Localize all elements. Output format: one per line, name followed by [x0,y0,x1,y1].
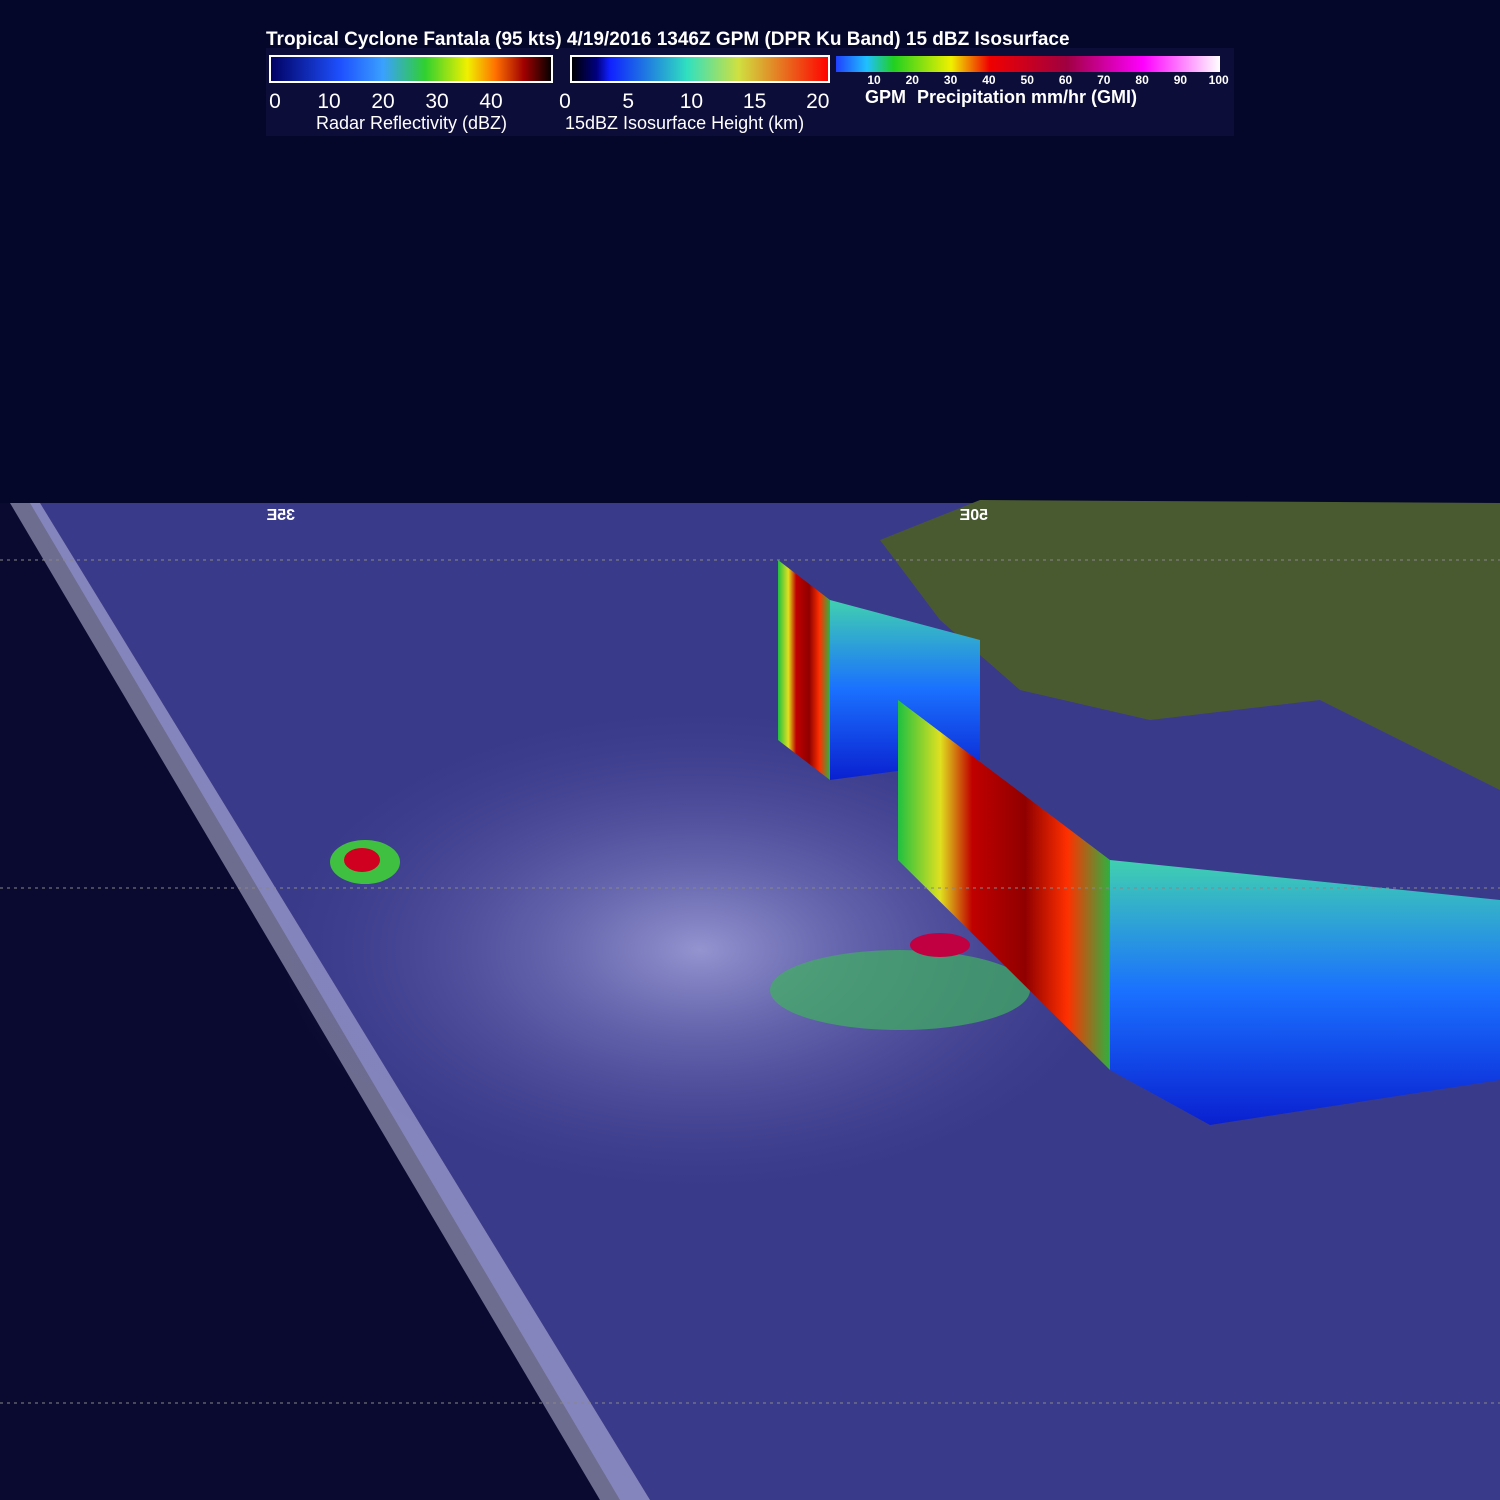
map-label: 50E [959,507,988,524]
tick-label: 80 [1135,73,1149,87]
legend-label: Precipitation mm/hr (GMI) [917,87,1137,107]
isosurface [1110,860,1500,1125]
legend-label: 15dBZ Isosurface Height (km) [565,113,804,133]
tick-label: 60 [1059,73,1073,87]
rain-cell-core [344,848,380,872]
tick-label: 15 [743,90,766,113]
radar-wall [898,700,1110,1070]
legend-label: Radar Reflectivity (dBZ) [316,113,507,133]
title: Tropical Cyclone Fantala (95 kts) 4/19/2… [266,29,1070,50]
tick-label: 0 [269,90,281,113]
tick-label: 40 [479,90,502,113]
tick-label: 10 [680,90,703,113]
tick-label: 30 [944,73,958,87]
colorbar [269,55,553,83]
tick-label: 20 [806,90,829,113]
tick-label: 100 [1209,73,1229,87]
rain-band-core [910,933,970,957]
land [880,500,1500,790]
map-label: 35E [266,507,295,524]
colorbar [836,56,1220,72]
tick-label: 10 [867,73,881,87]
tick-label: 70 [1097,73,1111,87]
tick-label: 5 [622,90,634,113]
tick-label: 40 [982,73,996,87]
tick-label: 30 [425,90,448,113]
rain-band [770,950,1030,1030]
radar-wall [778,560,830,780]
tick-label: 10 [317,90,340,113]
tick-label: 0 [559,90,571,113]
colorbar [570,55,830,83]
legend-label-prefix: GPM [865,87,906,107]
tick-label: 90 [1174,73,1188,87]
tick-label: 20 [906,73,920,87]
tick-label: 50 [1021,73,1035,87]
tick-label: 20 [371,90,394,113]
